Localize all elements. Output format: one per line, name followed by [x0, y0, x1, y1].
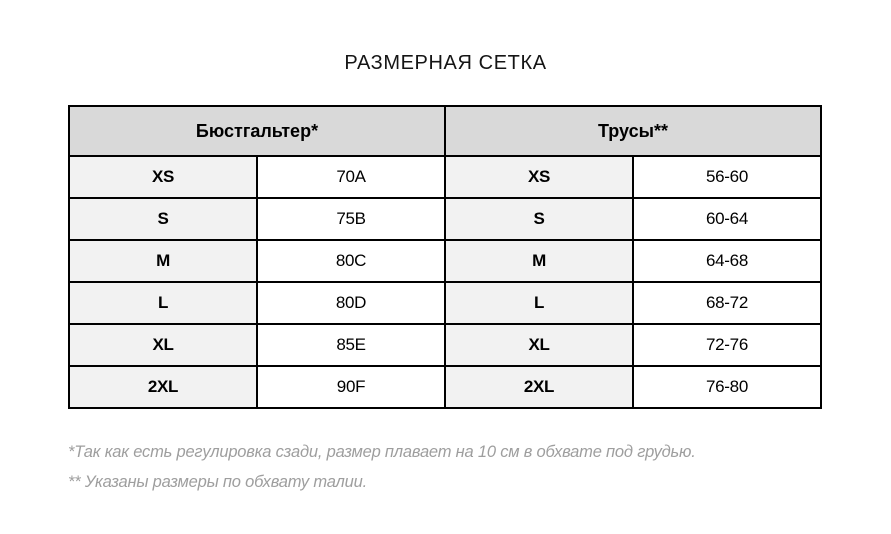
- bra-value-cell: 85E: [256, 323, 446, 367]
- size-table: Бюстгальтер* Трусы** XS 70A XS 56-60 S 7…: [68, 105, 822, 409]
- bra-value-cell: 80D: [256, 281, 446, 325]
- bra-size-cell: XL: [68, 323, 258, 367]
- bra-size-cell: 2XL: [68, 365, 258, 409]
- footnote-panties: ** Указаны размеры по обхвату талии.: [68, 473, 367, 491]
- panty-size-cell: 2XL: [444, 365, 634, 409]
- bra-value-cell: 90F: [256, 365, 446, 409]
- table-row: L 80D L 68-72: [68, 281, 822, 325]
- bra-size-cell: XS: [68, 155, 258, 199]
- bra-value-cell: 75B: [256, 197, 446, 241]
- panty-value-cell: 56-60: [632, 155, 822, 199]
- footnote-bra: *Так как есть регулировка сзади, размер …: [68, 443, 696, 461]
- panty-value-cell: 68-72: [632, 281, 822, 325]
- bra-value-cell: 70A: [256, 155, 446, 199]
- group-header-bra: Бюстгальтер*: [68, 105, 446, 157]
- table-row: XL 85E XL 72-76: [68, 323, 822, 367]
- bra-size-cell: S: [68, 197, 258, 241]
- panty-value-cell: 64-68: [632, 239, 822, 283]
- bra-size-cell: M: [68, 239, 258, 283]
- panty-size-cell: L: [444, 281, 634, 325]
- table-row: M 80C M 64-68: [68, 239, 822, 283]
- panty-size-cell: S: [444, 197, 634, 241]
- panty-value-cell: 60-64: [632, 197, 822, 241]
- table-header-row: Бюстгальтер* Трусы**: [68, 105, 822, 157]
- footnotes: *Так как есть регулировка сзади, размер …: [68, 437, 851, 497]
- panty-size-cell: XL: [444, 323, 634, 367]
- panty-value-cell: 76-80: [632, 365, 822, 409]
- bra-size-cell: L: [68, 281, 258, 325]
- group-header-panties: Трусы**: [444, 105, 822, 157]
- table-row: XS 70A XS 56-60: [68, 155, 822, 199]
- table-row: S 75B S 60-64: [68, 197, 822, 241]
- page-title: РАЗМЕРНАЯ СЕТКА: [344, 52, 547, 74]
- panty-value-cell: 72-76: [632, 323, 822, 367]
- panty-size-cell: M: [444, 239, 634, 283]
- bra-value-cell: 80C: [256, 239, 446, 283]
- table-row: 2XL 90F 2XL 76-80: [68, 365, 822, 409]
- panty-size-cell: XS: [444, 155, 634, 199]
